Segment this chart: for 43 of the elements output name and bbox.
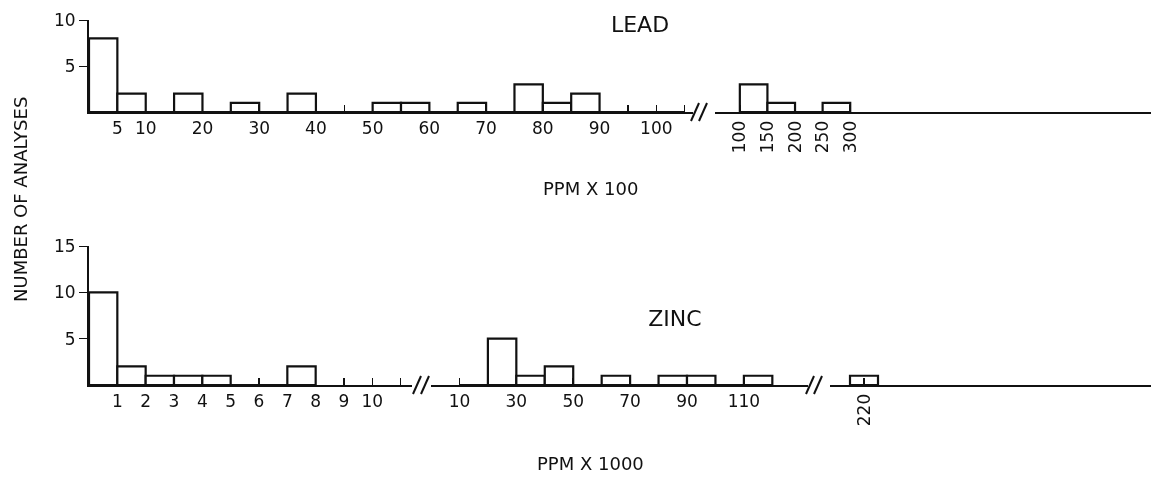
x-tick-label: 150 (756, 120, 777, 154)
x-tick-label: 110 (727, 391, 761, 412)
y-tick-label: 10 (53, 282, 76, 303)
x-tick-label: 70 (619, 391, 641, 412)
text: ZINC (648, 305, 702, 331)
x-tick-label: 100 (729, 120, 750, 154)
x-tick-label: 50 (562, 391, 585, 412)
x-tick-label: 100 (640, 118, 673, 139)
y-tick-label: 5 (64, 328, 76, 349)
x-tick-label: 5 (111, 118, 123, 139)
x-tick-label: 10 (134, 118, 157, 139)
y-tick-label: 5 (64, 55, 76, 76)
x-tick-label: 30 (248, 118, 271, 139)
y-axis-title: NUMBER OF ANALYSES (10, 96, 31, 302)
x-tick-label: 6 (253, 391, 265, 412)
x-tick-label: 250 (812, 120, 833, 154)
x-tick-label: 8 (310, 391, 322, 412)
x-tick-label: 200 (784, 120, 805, 154)
y-tick-label: 15 (53, 235, 76, 256)
chart-title: LEAD (610, 11, 670, 37)
x-tick-label: 7 (281, 391, 293, 412)
x-tick-label: 1 (111, 391, 123, 412)
x-tick-label: 10 (448, 391, 471, 412)
y-tick-label: 10 (53, 9, 76, 30)
x-axis-title: PPM X 100 (543, 178, 639, 199)
x-tick-label: 90 (676, 391, 698, 412)
x-tick-label: 60 (418, 118, 441, 139)
x-tick-label: 10 (361, 391, 384, 412)
x-tick-label: 300 (839, 120, 860, 154)
x-tick-label: 220 (853, 393, 874, 427)
x-tick-label: 9 (338, 391, 350, 412)
x-tick-label: 40 (305, 118, 327, 139)
x-tick-label: 4 (196, 391, 208, 412)
x-tick-label: 20 (191, 118, 214, 139)
x-tick-label: 5 (225, 391, 237, 412)
x-tick-label: 3 (168, 391, 180, 412)
x-tick-label: 70 (475, 118, 497, 139)
x-tick-label: 90 (588, 118, 611, 139)
x-tick-label: 2 (140, 391, 152, 412)
x-tick-label: 30 (505, 391, 528, 412)
x-tick-label: 80 (532, 118, 554, 139)
x-axis-title: PPM X 1000 (537, 453, 644, 474)
x-tick-label: 50 (361, 118, 384, 139)
